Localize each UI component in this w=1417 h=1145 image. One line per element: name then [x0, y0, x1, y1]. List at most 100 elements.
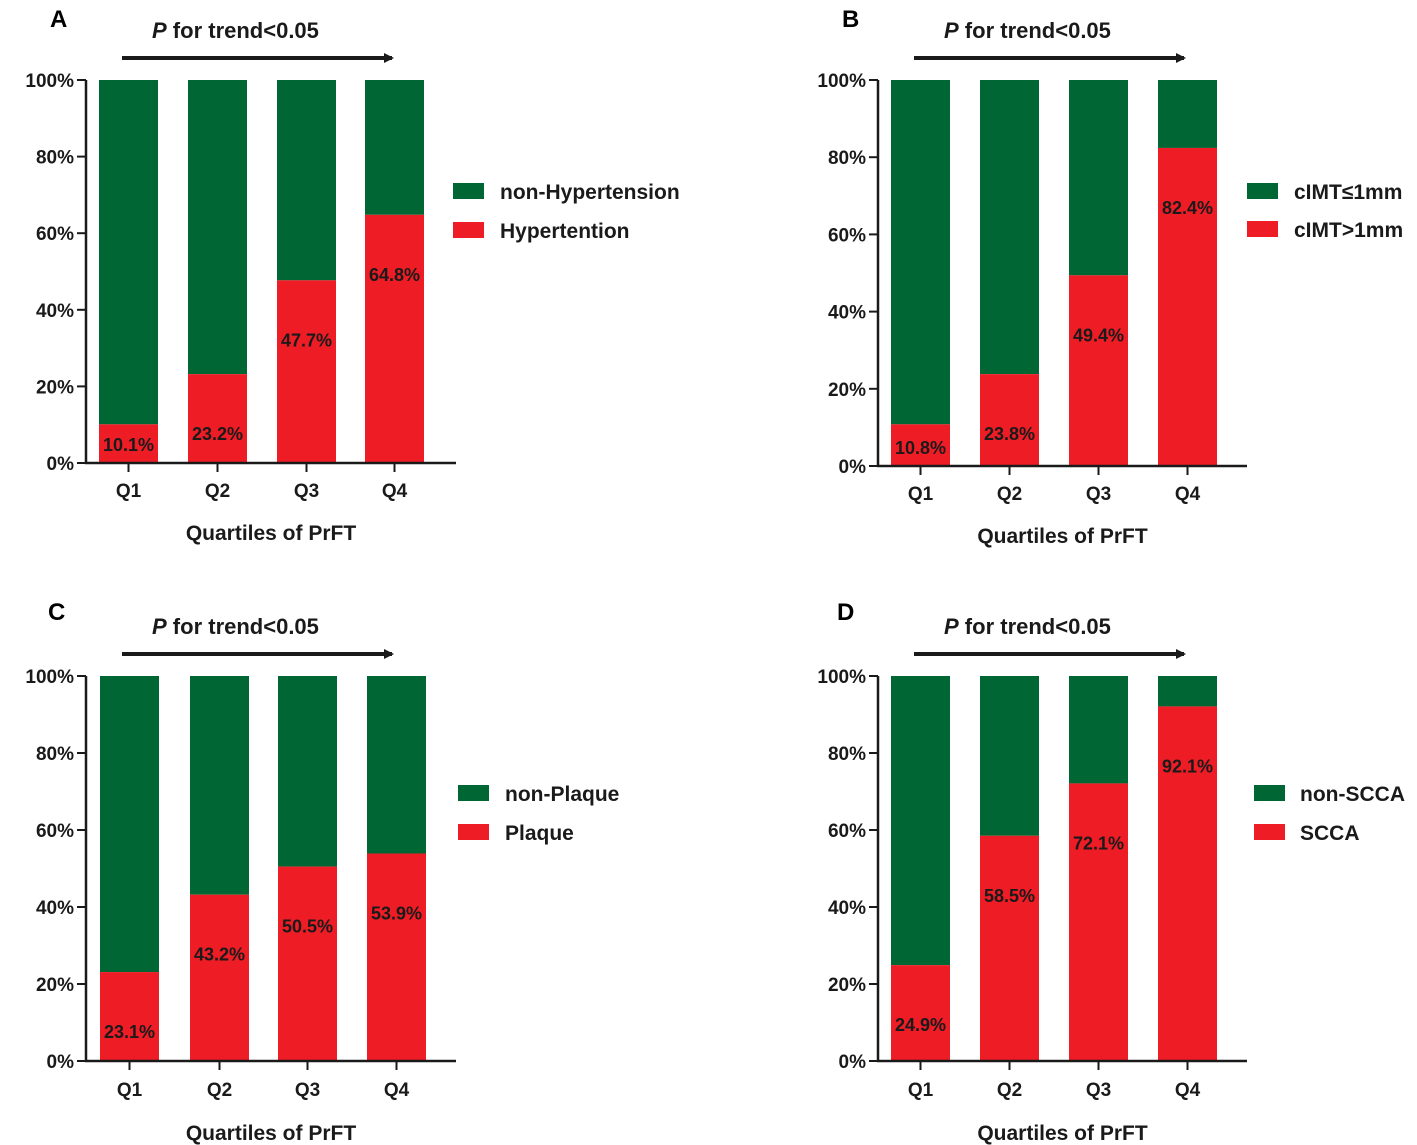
- panel-letter: D: [837, 599, 854, 626]
- y-tick-label: 40%: [828, 303, 866, 324]
- x-tick-label-q3: Q3: [1086, 484, 1111, 505]
- x-tick-label-q1: Q1: [908, 1080, 934, 1101]
- panel-c: C P for trend<0.05 23.1% Q1 43.2% Q2 50.5% Q3 53…: [25, 599, 619, 1145]
- trend-annotation: P for trend<0.05: [944, 18, 1111, 43]
- bar-q1-positive: [891, 424, 950, 466]
- trend-p-symbol: P: [944, 18, 959, 43]
- bar-q3-positive: [1069, 783, 1128, 1061]
- data-label-q1: 24.9%: [895, 1015, 946, 1035]
- legend-swatch-positive: [1247, 221, 1278, 237]
- bar-q1-negative: [891, 676, 950, 966]
- x-tick-label-q4: Q4: [1175, 484, 1201, 505]
- trend-text: for trend<0.05: [167, 614, 319, 639]
- data-label-q2: 58.5%: [984, 886, 1035, 906]
- data-label-q3: 47.7%: [281, 330, 332, 350]
- bar-q4-positive: [367, 853, 426, 1061]
- legend-label-positive: SCCA: [1300, 822, 1360, 845]
- y-tick-label: 20%: [36, 377, 74, 398]
- y-tick-label: 0%: [47, 454, 75, 475]
- x-tick-label-q4: Q4: [384, 1080, 410, 1101]
- y-tick-label: 80%: [36, 148, 74, 169]
- legend-swatch-negative: [453, 183, 484, 199]
- bar-q2-positive: [188, 374, 247, 463]
- panel-d: D P for trend<0.05 24.9% Q1 58.5% Q2 72.1% Q3 92…: [817, 599, 1405, 1145]
- legend-swatch-negative: [458, 785, 489, 801]
- bar-q3-negative: [277, 80, 336, 281]
- x-tick-label-q2: Q2: [205, 481, 230, 502]
- bar-q2-positive: [980, 374, 1039, 466]
- trend-annotation: P for trend<0.05: [944, 614, 1111, 639]
- bar-q4-negative: [1158, 676, 1217, 707]
- trend-annotation: P for trend<0.05: [152, 614, 319, 639]
- data-label-q1: 10.1%: [103, 435, 154, 455]
- bar-q3-positive: [1069, 275, 1128, 466]
- trend-text: for trend<0.05: [959, 18, 1111, 43]
- legend-swatch-positive: [1254, 824, 1285, 840]
- y-tick-label: 40%: [36, 898, 74, 919]
- bar-q1-positive: [100, 972, 159, 1061]
- x-axis-label: Quartiles of PrFT: [977, 525, 1148, 548]
- y-tick-label: 20%: [828, 975, 866, 996]
- bar-q2-positive: [980, 835, 1039, 1061]
- y-tick-label: 100%: [25, 667, 74, 688]
- data-label-q3: 72.1%: [1073, 833, 1124, 853]
- y-tick-label: 80%: [828, 148, 866, 169]
- y-tick-label: 60%: [36, 224, 74, 245]
- data-label-q4: 53.9%: [371, 903, 422, 923]
- legend-label-negative: non-SCCA: [1300, 783, 1405, 806]
- x-tick-label-q4: Q4: [1175, 1080, 1201, 1101]
- y-tick-label: 40%: [36, 301, 74, 322]
- y-tick-label: 100%: [817, 71, 866, 92]
- x-tick-label-q2: Q2: [207, 1080, 232, 1101]
- y-tick-label: 20%: [36, 975, 74, 996]
- bar-q1-negative: [99, 80, 158, 425]
- legend-swatch-negative: [1254, 785, 1285, 801]
- legend-label-negative: cIMT≤1mm: [1294, 181, 1402, 204]
- data-label-q2: 23.2%: [192, 424, 243, 444]
- bar-q4-negative: [367, 676, 426, 854]
- x-tick-label-q1: Q1: [908, 484, 934, 505]
- y-tick-label: 60%: [828, 821, 866, 842]
- trend-text: for trend<0.05: [167, 18, 319, 43]
- bar-q2-negative: [980, 80, 1039, 375]
- legend-label-positive: Plaque: [505, 822, 574, 845]
- bar-q3-negative: [1069, 80, 1128, 276]
- data-label-q3: 50.5%: [282, 917, 333, 937]
- data-label-q2: 43.2%: [194, 945, 245, 965]
- data-label-q2: 23.8%: [984, 424, 1035, 444]
- x-axis-label: Quartiles of PrFT: [977, 1122, 1148, 1145]
- bar-q1-negative: [891, 80, 950, 425]
- x-tick-label-q4: Q4: [382, 481, 408, 502]
- legend-label-positive: cIMT>1mm: [1294, 219, 1403, 242]
- data-label-q4: 92.1%: [1162, 756, 1213, 776]
- bar-q1-positive: [891, 965, 950, 1061]
- trend-text: for trend<0.05: [959, 614, 1111, 639]
- y-tick-label: 0%: [839, 457, 867, 478]
- trend-annotation: P for trend<0.05: [152, 18, 319, 43]
- trend-p-symbol: P: [944, 614, 959, 639]
- legend-label-negative: non-Plaque: [505, 783, 619, 806]
- bar-q2-positive: [190, 894, 249, 1061]
- data-label-q4: 64.8%: [369, 265, 420, 285]
- trend-p-symbol: P: [152, 614, 167, 639]
- bar-q3-positive: [277, 280, 336, 463]
- panel-letter: C: [48, 599, 65, 626]
- x-tick-label-q3: Q3: [1086, 1080, 1111, 1101]
- y-tick-label: 100%: [817, 667, 866, 688]
- bar-q2-negative: [190, 676, 249, 895]
- x-tick-label-q2: Q2: [997, 484, 1022, 505]
- bar-q2-negative: [188, 80, 247, 375]
- legend-label-negative: non-Hypertension: [500, 181, 680, 204]
- legend-swatch-negative: [1247, 183, 1278, 199]
- bar-q3-negative: [1069, 676, 1128, 784]
- x-axis-label: Quartiles of PrFT: [186, 522, 357, 545]
- panel-letter: A: [50, 6, 67, 33]
- bar-q1-negative: [100, 676, 159, 973]
- panel-a: A P for trend<0.05 10.1% Q1 23.2% Q2 47.7% Q3 64…: [25, 6, 679, 545]
- data-label-q1: 23.1%: [104, 1022, 155, 1042]
- y-tick-label: 40%: [828, 898, 866, 919]
- data-label-q4: 82.4%: [1162, 198, 1213, 218]
- y-tick-label: 100%: [25, 71, 74, 92]
- x-tick-label-q3: Q3: [294, 481, 319, 502]
